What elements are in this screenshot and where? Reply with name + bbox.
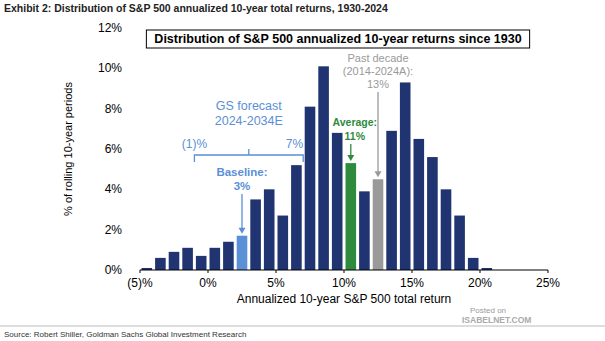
arrow [239, 194, 246, 234]
past-decade-label: Past decade [347, 52, 408, 64]
bar [346, 163, 357, 270]
average-label: 11% [345, 130, 366, 142]
past-decade-label: 13% [367, 78, 389, 90]
arrow-head [239, 228, 246, 234]
forecast-high-label: 7% [286, 137, 304, 151]
x-tick [344, 270, 345, 273]
arrow-head [347, 155, 354, 161]
arrow [347, 144, 354, 161]
header: Exhibit 2: Distribution of S&P 500 annua… [4, 2, 388, 14]
x-tick-label: 20% [468, 276, 492, 290]
x-tick-label: 10% [332, 276, 356, 290]
bar [400, 82, 411, 270]
x-tick [208, 270, 209, 273]
watermark: ISABELNET.COM [462, 315, 531, 325]
y-tick-label: 2% [105, 223, 123, 237]
title: Distribution of S&P 500 annualized 10-ye… [154, 32, 521, 46]
watermark: Posted on [470, 306, 506, 315]
x-tick [412, 270, 413, 273]
arrow-head [375, 171, 382, 177]
bar [332, 133, 343, 270]
y-tick-label: 10% [98, 61, 122, 75]
y-tick-label: 4% [105, 182, 123, 196]
bar [278, 216, 289, 270]
x-tick [140, 270, 141, 273]
bar [386, 131, 397, 270]
arrow-line [350, 144, 351, 156]
x-label: Annualized 10-year S&P 500 total return [237, 292, 452, 306]
source-rule [0, 326, 605, 327]
bars [142, 66, 493, 270]
source: Source: Robert Shiller, Goldman Sachs Gl… [4, 330, 246, 339]
bar [414, 139, 425, 270]
bar [373, 179, 384, 270]
bar [359, 191, 370, 270]
x-tick-label: 5% [267, 276, 285, 290]
x-tick-label: 25% [536, 276, 560, 290]
x-tick [480, 270, 481, 273]
average-label: Average: [333, 116, 378, 128]
bar [250, 199, 261, 270]
bar [318, 66, 329, 270]
title-box [146, 30, 529, 48]
bar [237, 236, 248, 270]
forecast-label: 2024-2034E [215, 114, 283, 128]
arrow-line [241, 194, 242, 229]
baseline-label: 3% [234, 180, 251, 192]
bar [223, 242, 234, 270]
bar [264, 189, 275, 270]
arrow [375, 92, 382, 177]
bracket-center [248, 149, 249, 155]
baseline-label: Baseline: [216, 166, 267, 178]
bar [291, 165, 302, 270]
bar [441, 189, 452, 270]
bar [182, 248, 193, 270]
x-tick-label: (5)% [127, 276, 153, 290]
y-label: % of rolling 10-year periods [62, 82, 74, 216]
bar [305, 107, 316, 270]
bar [468, 258, 479, 270]
x-tick [548, 270, 549, 273]
forecast-label: GS forecast [216, 99, 283, 113]
past-decade-label: (2014-2024A): [343, 65, 413, 77]
chart: Exhibit 2: Distribution of S&P 500 annua… [0, 0, 605, 341]
title-group: Distribution of S&P 500 annualized 10-ye… [146, 30, 529, 48]
bar [454, 216, 465, 270]
arrow-line [377, 92, 378, 172]
bracket-line [194, 155, 303, 162]
y-tick-label: 12% [98, 21, 122, 35]
bar [169, 252, 180, 270]
y-tick-label: 0% [105, 263, 123, 277]
bar [210, 248, 221, 270]
y-tick-label: 6% [105, 142, 123, 156]
bar [155, 258, 166, 270]
x-tick-label: 15% [400, 276, 424, 290]
x-tick-label: 0% [199, 276, 217, 290]
bar [196, 256, 207, 270]
x-tick [276, 270, 277, 273]
y-tick-label: 8% [105, 102, 123, 116]
bar [427, 157, 438, 270]
forecast-low-label: (1)% [182, 137, 208, 151]
